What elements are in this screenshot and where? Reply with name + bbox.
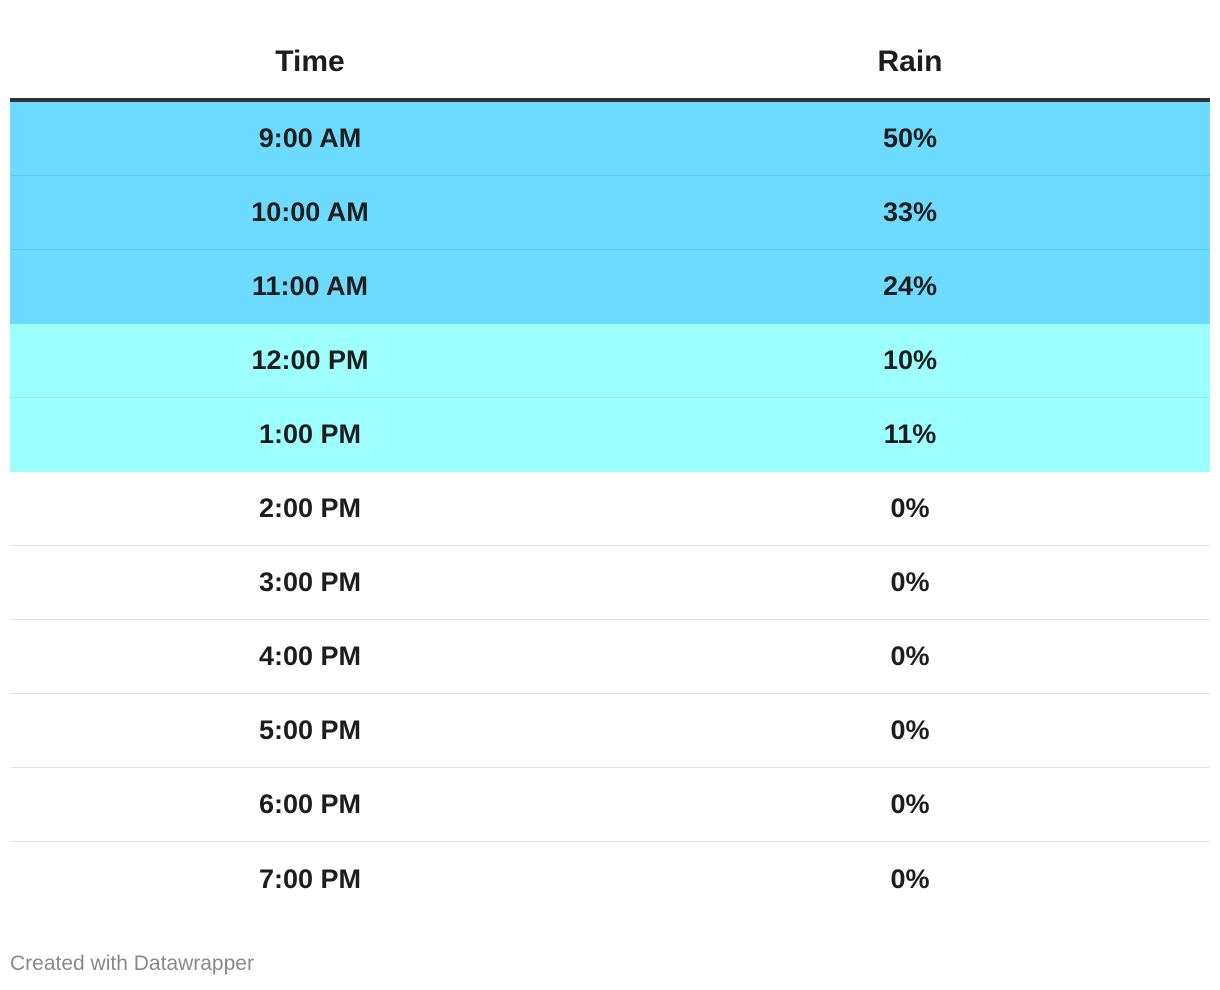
rain-table: Time Rain 9:00 AM 50% 10:00 AM 33% 11:00 AM 2… (10, 26, 1210, 916)
table-row: 12:00 PM 10% (10, 324, 1210, 398)
cell-time: 3:00 PM (258, 567, 362, 597)
column-header-rain: Rain (877, 45, 943, 78)
cell-rain: 0% (890, 863, 930, 894)
table-row: 6:00 PM 0% (10, 768, 1210, 842)
cell-rain: 0% (890, 789, 930, 819)
cell-time: 4:00 PM (258, 641, 362, 671)
datawrapper-credit: Created with Datawrapper (10, 952, 254, 975)
table-body: 9:00 AM 50% 10:00 AM 33% 11:00 AM 24% 12:00 PM… (10, 102, 1210, 916)
cell-time: 12:00 PM (251, 345, 369, 375)
table-header-row: Time Rain (10, 26, 1210, 102)
cell-rain: 50% (882, 123, 938, 153)
cell-time: 9:00 AM (258, 123, 362, 153)
table-row: 3:00 PM 0% (10, 546, 1210, 620)
table-row: 7:00 PM 0% (10, 842, 1210, 916)
cell-rain: 0% (890, 493, 930, 523)
table-row: 1:00 PM 11% (10, 398, 1210, 472)
table-row: 2:00 PM 0% (10, 472, 1210, 546)
cell-rain: 0% (890, 715, 930, 745)
cell-rain: 0% (890, 641, 930, 671)
column-header-time: Time (275, 45, 345, 78)
table-row: 9:00 AM 50% (10, 102, 1210, 176)
cell-time: 10:00 AM (251, 197, 369, 227)
table-row: 4:00 PM 0% (10, 620, 1210, 694)
cell-time: 2:00 PM (258, 493, 362, 523)
cell-time: 11:00 AM (251, 271, 369, 301)
cell-time: 5:00 PM (258, 715, 362, 745)
cell-time: 6:00 PM (258, 789, 362, 819)
table-row: 11:00 AM 24% (10, 250, 1210, 324)
cell-rain: 0% (890, 567, 930, 597)
cell-time: 1:00 PM (258, 419, 362, 449)
cell-rain: 11% (883, 419, 937, 449)
table-row: 10:00 AM 33% (10, 176, 1210, 250)
cell-rain: 10% (882, 345, 938, 375)
cell-time: 7:00 PM (258, 863, 362, 894)
table-row: 5:00 PM 0% (10, 694, 1210, 768)
cell-rain: 33% (882, 197, 938, 227)
cell-rain: 24% (882, 271, 938, 301)
